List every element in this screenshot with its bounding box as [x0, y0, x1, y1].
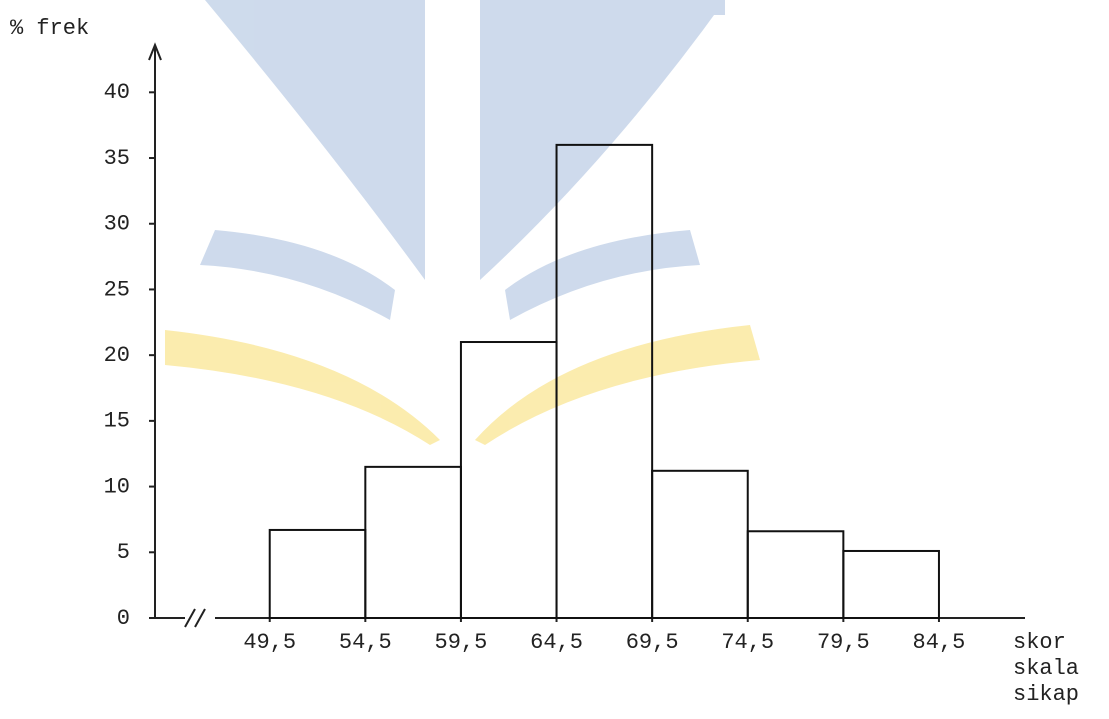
y-tick-label: 30 [104, 212, 130, 237]
y-tick-label: 40 [104, 80, 130, 105]
bar [461, 342, 557, 618]
y-tick-label: 25 [104, 277, 130, 302]
x-tick-label: 64,5 [530, 630, 583, 655]
chart: % frek 0 5 10 15 20 25 30 35 40 49,5 54,5 59,5 64,5 6… [0, 0, 1109, 719]
y-tick-label: 0 [117, 606, 130, 631]
x-tick-label: 59,5 [435, 630, 488, 655]
y-tick-label: 10 [104, 474, 130, 499]
y-tick-label: 35 [104, 146, 130, 171]
watermark [165, 0, 760, 445]
x-axis-label: skor [1013, 630, 1066, 655]
y-axis-label: % frek [10, 16, 89, 41]
bar [652, 471, 748, 618]
x-axis-label: skala [1013, 656, 1079, 681]
bar [365, 467, 461, 618]
x-tick-label: 79,5 [817, 630, 870, 655]
x-tick-label: 54,5 [339, 630, 392, 655]
x-axis-label: sikap [1013, 682, 1079, 707]
y-tick-label: 20 [104, 343, 130, 368]
bar [270, 530, 366, 618]
axis-break [185, 609, 205, 627]
y-axis [149, 45, 161, 618]
y-tick-label: 15 [104, 409, 130, 434]
bar [748, 531, 844, 618]
y-tick-label: 5 [117, 540, 130, 565]
bar [843, 551, 939, 618]
x-tick-label: 84,5 [913, 630, 966, 655]
x-tick-label: 49,5 [243, 630, 296, 655]
x-tick-label: 74,5 [721, 630, 774, 655]
x-tick-label: 69,5 [626, 630, 679, 655]
